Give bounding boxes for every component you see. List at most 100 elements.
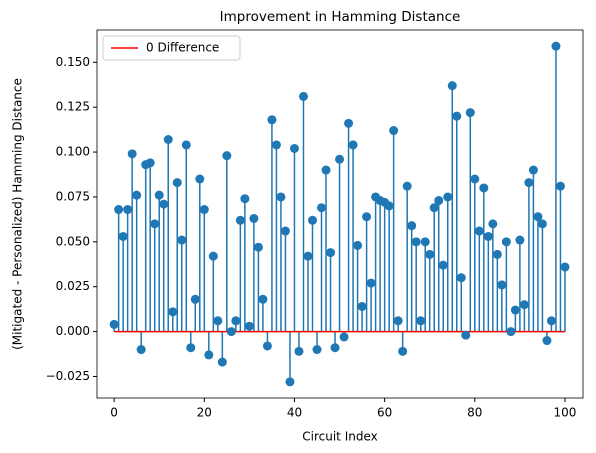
stem-marker — [276, 192, 286, 202]
y-tick-label: 0.050 — [56, 234, 90, 248]
stem-marker — [470, 174, 480, 184]
stem-marker — [321, 165, 331, 175]
stem-marker — [109, 319, 119, 329]
stem-marker — [357, 301, 367, 311]
stem-marker — [240, 194, 250, 204]
y-tick-label: −0.025 — [46, 369, 90, 383]
stem-marker — [123, 205, 133, 215]
stem-marker — [186, 343, 196, 353]
stem-marker — [344, 118, 354, 128]
stem-marker — [537, 219, 547, 229]
y-tick-label: 0.075 — [56, 189, 90, 203]
x-tick-label: 20 — [197, 406, 212, 420]
y-tick-label: 0.000 — [56, 324, 90, 338]
stem-marker — [114, 205, 124, 215]
stem-marker — [172, 178, 182, 188]
stem-marker — [425, 249, 435, 259]
stem-marker — [497, 280, 507, 290]
stem-marker — [555, 181, 565, 191]
y-tick-label: 0.125 — [56, 100, 90, 114]
stem-marker — [533, 212, 543, 222]
stem-marker — [515, 235, 525, 245]
stem-marker — [438, 260, 448, 270]
stem-marker — [307, 215, 317, 225]
x-tick-label: 100 — [554, 406, 577, 420]
stem-marker — [303, 251, 313, 261]
stem-marker — [551, 41, 561, 51]
stem-marker — [317, 203, 327, 213]
x-tick-label: 80 — [467, 406, 482, 420]
stem-marker — [204, 350, 214, 360]
stem-marker — [528, 165, 538, 175]
stem-marker — [289, 143, 299, 153]
x-tick-label: 0 — [110, 406, 118, 420]
legend-label: 0 Difference — [146, 41, 219, 55]
stem-marker — [510, 305, 520, 315]
stem-marker — [258, 294, 268, 304]
stem-marker — [150, 219, 160, 229]
stem-marker — [447, 81, 457, 91]
stem-marker — [416, 316, 426, 326]
stem-marker — [190, 294, 200, 304]
stem-marker — [411, 237, 421, 247]
x-axis-label: Circuit Index — [302, 430, 377, 444]
stem-marker — [398, 346, 408, 356]
stem-marker — [222, 151, 232, 161]
stem-marker — [271, 140, 281, 150]
stem-marker — [501, 237, 511, 247]
stem-marker — [127, 149, 137, 159]
stem-marker — [154, 190, 164, 200]
stem-marker — [560, 262, 570, 272]
y-axis-label: (Mitigated - Personalized) Hamming Dista… — [11, 78, 25, 350]
stem-marker — [506, 327, 516, 337]
stem-marker — [280, 226, 290, 236]
stem-marker — [335, 154, 345, 164]
stem-marker — [208, 251, 218, 261]
stem-marker — [253, 242, 263, 252]
stem-marker — [159, 199, 169, 209]
stem-marker — [132, 190, 142, 200]
x-tick-label: 40 — [287, 406, 302, 420]
stem-marker — [339, 332, 349, 342]
stem-marker — [546, 316, 556, 326]
stem-marker — [492, 249, 502, 259]
y-tick-label: 0.025 — [56, 279, 90, 293]
stem-marker — [249, 213, 259, 223]
stem-marker — [217, 357, 227, 367]
stem-marker — [393, 316, 403, 326]
stem-marker — [298, 91, 308, 101]
legend-box — [102, 35, 241, 61]
stem-marker — [461, 330, 471, 340]
stem-marker — [226, 327, 236, 337]
stem-marker — [294, 346, 304, 356]
stem-marker — [384, 201, 394, 211]
stem-marker — [330, 343, 340, 353]
stem-marker — [163, 135, 173, 145]
stem-marker — [262, 341, 272, 351]
stem-marker — [483, 231, 493, 241]
stem-marker — [213, 316, 223, 326]
stem-marker — [231, 316, 241, 326]
stem-marker — [118, 231, 128, 241]
stem-marker — [542, 336, 552, 346]
stem-marker — [524, 178, 534, 188]
stem-marker — [195, 174, 205, 184]
stem-marker — [519, 300, 529, 310]
stem-marker — [443, 192, 453, 202]
y-tick-label: 0.100 — [56, 145, 90, 159]
stem-marker — [267, 115, 277, 125]
stem-marker — [479, 183, 489, 193]
stem-marker — [389, 126, 399, 136]
x-tick-label: 60 — [377, 406, 392, 420]
stem-marker — [199, 205, 209, 215]
stem-marker — [145, 158, 155, 168]
stem-marker — [181, 140, 191, 150]
stem-marker — [235, 215, 245, 225]
stem-marker — [353, 240, 363, 250]
stem-marker — [402, 181, 412, 191]
stem-marker — [465, 108, 475, 118]
stem-marker — [285, 377, 295, 387]
stem-marker — [177, 235, 187, 245]
